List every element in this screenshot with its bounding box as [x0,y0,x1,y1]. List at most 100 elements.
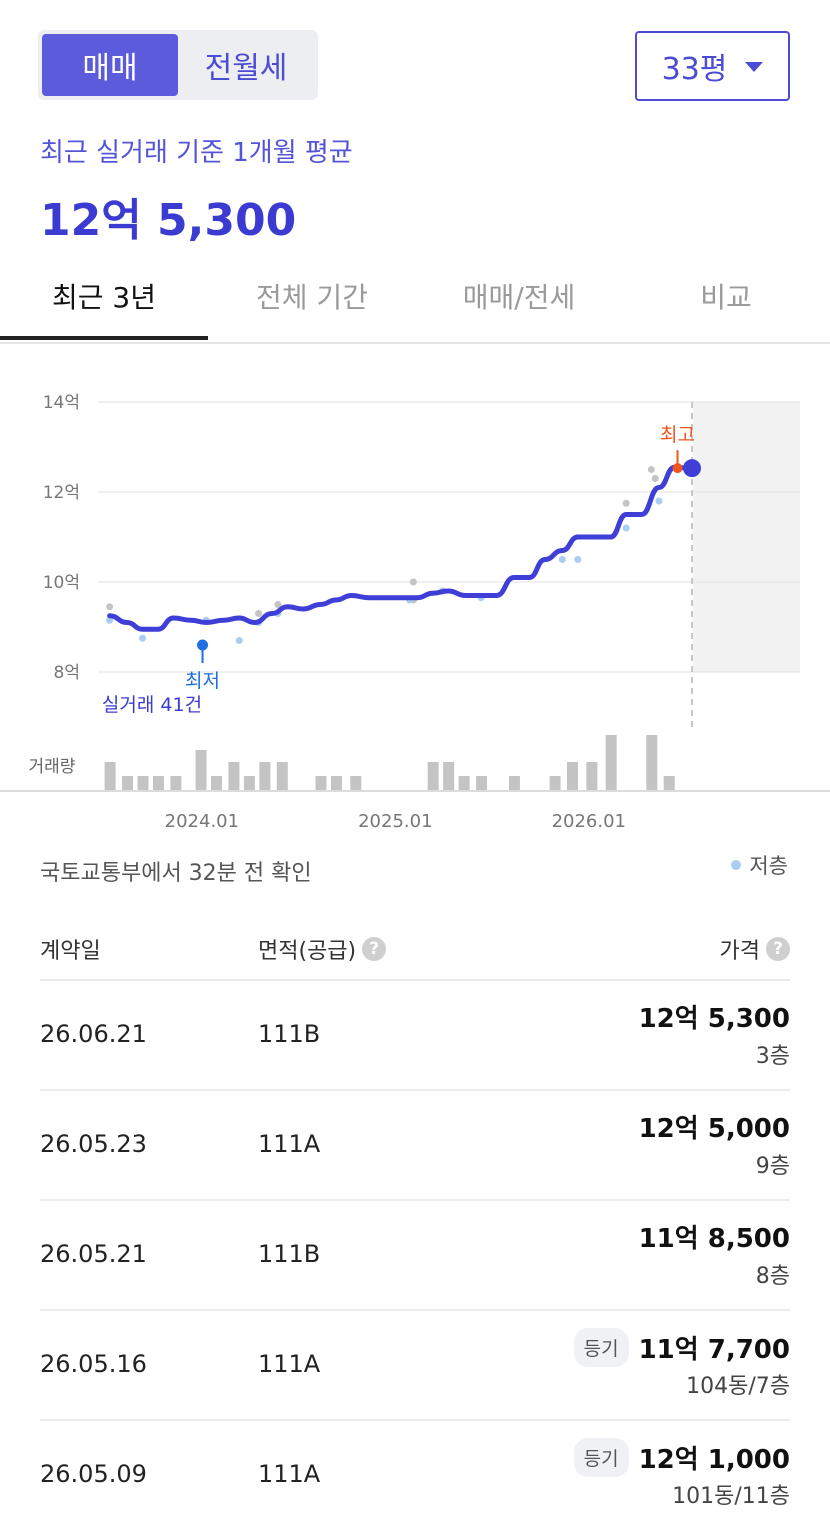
latest-point [683,459,701,478]
volume-bar [508,776,520,790]
row-date: 26.06.21 [40,1020,147,1048]
table-row[interactable]: 26.05.21 111B 11억 8,500 8층 [40,1200,790,1311]
tab-recent-3y[interactable]: 최근 3년 [52,281,156,314]
average-caption: 최근 실거래 기준 1개월 평균 [40,138,353,168]
deal-count-label: 실거래 41건 [102,694,202,716]
help-icon[interactable]: ? [766,937,790,961]
row-date: 26.05.16 [40,1350,147,1378]
volume-bar [211,776,223,790]
volume-bar [476,776,488,790]
volume-bar [566,762,578,790]
volume-bar [350,776,362,790]
deal-dot [255,610,263,617]
chevron-down-icon [745,62,764,72]
y-tick-label: 8억 [54,663,80,683]
y-tick-label: 12억 [43,483,80,503]
period-tabs: 최근 3년 전체 기간 매매/전세 비교 [0,256,830,344]
y-tick-label: 10억 [43,573,80,593]
volume-bar [330,776,342,790]
deal-dot-low-floor [655,497,663,505]
volume-bar [259,762,271,790]
row-area: 111A [258,1460,321,1488]
tab-sale-jeonse[interactable]: 매매/전세 [462,281,576,314]
rent-toggle-button[interactable]: 전월세 [204,51,288,86]
average-price: 12억 5,300 [40,195,297,246]
volume-bar [427,762,439,790]
size-select-value: 33평 [661,52,728,87]
deal-dot-low-floor [235,637,243,644]
high-label: 최고 [660,424,695,446]
volume-bar [137,776,149,790]
deal-dot [274,601,282,608]
deal-dot [622,499,630,507]
volume-bar [549,776,561,790]
row-floor: 104동/7층 [686,1374,790,1399]
table-row[interactable]: 26.06.21 111B 12억 5,300 3층 [40,980,790,1091]
y-tick-label: 14억 [43,393,80,413]
deal-dot-low-floor [138,634,146,642]
row-area: 111B [258,1240,321,1268]
volume-bar [276,762,288,790]
volume-bar [104,762,116,790]
volume-bar [315,776,327,790]
legend-low-floor: 저층 [749,854,788,878]
help-icon[interactable]: ? [362,937,387,961]
volume-bar [646,735,658,790]
row-price: 12억 5,000 [638,1114,790,1144]
row-area: 111B [258,1020,321,1048]
sale-toggle-button[interactable]: 매매 [42,34,178,96]
deal-dot-low-floor [106,616,114,624]
x-tick-label: 2024.01 [165,811,239,832]
row-floor: 9층 [755,1154,790,1179]
deals-table-header: 계약일 면적(공급) ? 가격 ? [40,925,790,981]
row-price-line: 12억 5,000 [639,1108,790,1145]
registered-badge: 등기 [573,1438,629,1477]
row-area: 111A [258,1130,321,1158]
deal-type-toggle: 매매 전월세 [38,30,318,100]
table-row[interactable]: 26.05.23 111A 12억 5,000 9층 [40,1090,790,1201]
low-label: 최저 [185,670,220,692]
row-floor: 8층 [755,1264,790,1289]
row-price-line: 11억 8,500 [639,1218,790,1255]
x-tick-label: 2025.01 [358,811,432,832]
x-tick-label: 2026.01 [552,811,626,832]
row-price: 11억 8,500 [638,1224,790,1254]
price-trend-line [107,464,693,632]
volume-bar [443,762,455,790]
deal-dot-low-floor [558,556,566,563]
deal-dot-low-floor [622,524,630,532]
row-date: 26.05.23 [40,1130,147,1158]
row-price: 12억 5,300 [638,1004,790,1034]
header-price: 가격 ? [720,933,790,965]
header-area-label: 면적(공급) [258,939,357,964]
row-price-line: 등기 12억 1,000 [573,1438,790,1477]
volume-bar [663,776,675,790]
volume-bar [152,776,164,790]
deal-dot [409,578,417,586]
header-price-label: 가격 [719,939,760,964]
volume-bar [605,735,617,790]
high-point [672,463,683,474]
tab-all-period[interactable]: 전체 기간 [256,281,368,314]
volume-bar [122,776,134,790]
table-row[interactable]: 26.05.09 111A 등기 12억 1,000 101동/11층 [40,1420,790,1529]
table-row[interactable]: 26.05.16 111A 등기 11억 7,700 104동/7층 [40,1310,790,1421]
row-floor: 3층 [755,1044,790,1069]
volume-bar [228,762,240,790]
row-price: 11억 7,700 [638,1335,790,1365]
row-price: 12억 1,000 [638,1445,790,1475]
registered-badge: 등기 [573,1328,629,1367]
size-select[interactable]: 33평 [635,31,790,101]
deal-dot [647,466,655,473]
tab-compare[interactable]: 비교 [700,281,752,314]
deal-dot [651,475,659,482]
header-area: 면적(공급) ? [258,933,387,965]
row-area: 111A [258,1350,321,1378]
low-floor-dot-icon [731,860,742,870]
header-date: 계약일 [40,939,101,964]
volume-bar [170,776,182,790]
row-floor: 101동/11층 [672,1484,790,1509]
row-price-line: 12억 5,300 [639,998,790,1035]
update-note: 국토교통부에서 32분 전 확인 [40,861,312,886]
